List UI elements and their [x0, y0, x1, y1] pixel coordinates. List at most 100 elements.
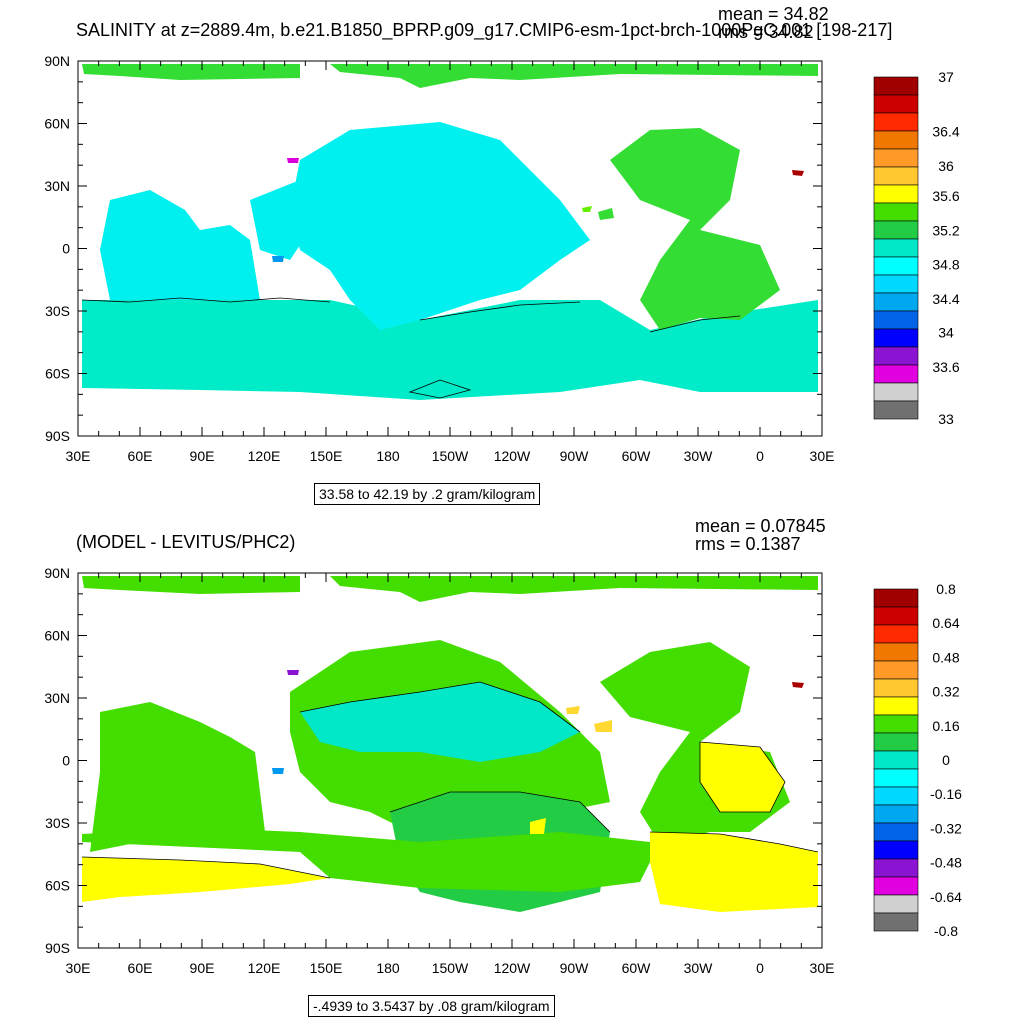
indian-ocean-area — [100, 190, 260, 300]
lat-label: 60N — [44, 116, 70, 132]
colorbar-label: -0.32 — [930, 820, 962, 836]
colorbar-swatch — [873, 364, 919, 384]
atlantic-ocean-area — [610, 128, 780, 330]
difference-map: 90N 60N 30N 0 30S 60S 90S 30E 60E 90E 120E 150E 180 1… — [44, 565, 962, 976]
colorbar-swatch — [873, 804, 919, 824]
lon-label: 60E — [128, 448, 153, 464]
plot-title: (MODEL - LEVITUS/PHC2) — [76, 532, 296, 552]
colorbar-swatch — [873, 274, 919, 294]
lat-label: 0 — [62, 241, 70, 257]
map-axis-ticks: 90N 60N 30N 0 30S 60S 90S 30E 60E 90E 120E 150E 180 1… — [44, 565, 834, 976]
colorbar-label: 0.32 — [932, 684, 959, 700]
colorbar-swatch — [873, 840, 919, 860]
colorbar-label: -0.8 — [934, 923, 958, 939]
lon-label: 150W — [432, 448, 469, 464]
pacific-ocean-area — [290, 122, 590, 330]
colorbar-swatch — [873, 714, 919, 734]
lon-label: 90E — [190, 960, 215, 976]
contour-note: -.4939 to 3.5437 by .08 gram/kilogram — [308, 995, 555, 1017]
southern-ocean-area — [82, 300, 818, 400]
contour-line — [649, 831, 819, 853]
colorbar-swatch — [873, 130, 919, 150]
lat-label: 90N — [44, 53, 70, 69]
colorbar-swatch — [873, 768, 919, 788]
colorbar-label: 0.16 — [932, 718, 959, 734]
lon-label: 150E — [310, 448, 343, 464]
indian-ocean-area — [90, 702, 265, 852]
lon-label: 60W — [622, 448, 652, 464]
lon-label: 30E — [66, 448, 91, 464]
colorbar-swatch — [873, 202, 919, 222]
colorbar: 0.8 0.64 0.48 0.32 0.16 0 -0.16 -0.32 -0.48 -0.64… — [873, 581, 962, 939]
colorbar-swatch — [873, 822, 919, 842]
pacific-teal-area — [300, 682, 580, 762]
colorbar-label: 34.4 — [932, 291, 959, 307]
contour-line — [299, 681, 581, 733]
colorbar-swatch — [873, 912, 919, 932]
colorbar-swatch — [873, 184, 919, 204]
colorbar-swatch — [873, 238, 919, 258]
lat-label: 30S — [45, 815, 70, 831]
colorbar: 37 36.4 36 35.6 35.2 34.8 34.4 34 33.6 33 — [873, 69, 960, 427]
colorbar-label: 0.48 — [932, 649, 959, 665]
colorbar-swatch — [873, 94, 919, 114]
lon-label: 120W — [494, 960, 531, 976]
colorbar-swatch — [873, 166, 919, 186]
colorbar-label: 36.4 — [932, 123, 959, 139]
colorbar-label: -0.48 — [930, 855, 962, 871]
colorbar-label: 34 — [938, 325, 954, 341]
colorbar-label: 36 — [938, 158, 954, 174]
colorbar-swatch — [873, 346, 919, 366]
lon-label: 150E — [310, 960, 343, 976]
lon-label: 60W — [622, 960, 652, 976]
colorbar-label: 0.8 — [936, 581, 956, 597]
lon-label: 120E — [248, 448, 281, 464]
contour-line — [419, 301, 581, 321]
colorbar-label: 37 — [938, 69, 954, 85]
colorbar-swatch — [873, 786, 919, 806]
salinity-map: 90N 60N 30N 0 30S 60S 90S 30E 60E 90E 120E 150E 180 1… — [44, 53, 960, 464]
colorbar-swatch — [873, 858, 919, 878]
mean-label: mean = 34.82 — [718, 4, 829, 24]
arctic-ocean-area — [82, 576, 300, 594]
colorbar-label: 35.2 — [932, 222, 959, 238]
arctic-ocean-area-east — [330, 576, 818, 602]
colorbar-label: 0 — [942, 752, 950, 768]
colorbar-swatch — [873, 382, 919, 402]
colorbar-label: -0.64 — [930, 889, 962, 905]
lon-label: 30E — [810, 960, 835, 976]
colorbar-swatch — [873, 624, 919, 644]
difference-panel: (MODEL - LEVITUS/PHC2) mean = 0.07845 rm… — [0, 512, 1024, 1024]
colorbar-label: 0.64 — [932, 615, 959, 631]
arctic-ocean-area — [82, 64, 300, 80]
lon-label: 90W — [560, 960, 590, 976]
colorbar-swatch — [873, 256, 919, 276]
lon-label: 60E — [128, 960, 153, 976]
colorbar-label: -0.16 — [930, 786, 962, 802]
colorbar-swatch — [873, 220, 919, 240]
lon-label: 180 — [376, 960, 400, 976]
lat-label: 30N — [44, 690, 70, 706]
lon-label: 120E — [248, 960, 281, 976]
southern-yellow-band — [82, 857, 330, 902]
lat-label: 60N — [44, 628, 70, 644]
colorbar-swatch — [873, 292, 919, 312]
lon-label: 30E — [810, 448, 835, 464]
lon-label: 90E — [190, 448, 215, 464]
salinity-panel: SALINITY at z=2889.4m, b.e21.B1850_BPRP.… — [44, 4, 960, 505]
lon-label: 30W — [684, 448, 714, 464]
rms-label: rms = 34.82 — [718, 22, 814, 42]
colorbar-swatch — [873, 112, 919, 132]
plot-title: SALINITY at z=2889.4m, b.e21.B1850_BPRP.… — [76, 20, 893, 40]
contour-line — [81, 297, 331, 303]
arctic-ocean-area-east — [330, 64, 818, 88]
colorbar-swatch — [873, 678, 919, 698]
lat-label: 0 — [62, 753, 70, 769]
colorbar-swatch — [873, 310, 919, 330]
atlantic-yellow-area — [700, 742, 785, 812]
lat-label: 30N — [44, 178, 70, 194]
lon-label: 150W — [432, 960, 469, 976]
colorbar-swatch — [873, 642, 919, 662]
lat-label: 90N — [44, 565, 70, 581]
colorbar-swatch — [873, 894, 919, 914]
